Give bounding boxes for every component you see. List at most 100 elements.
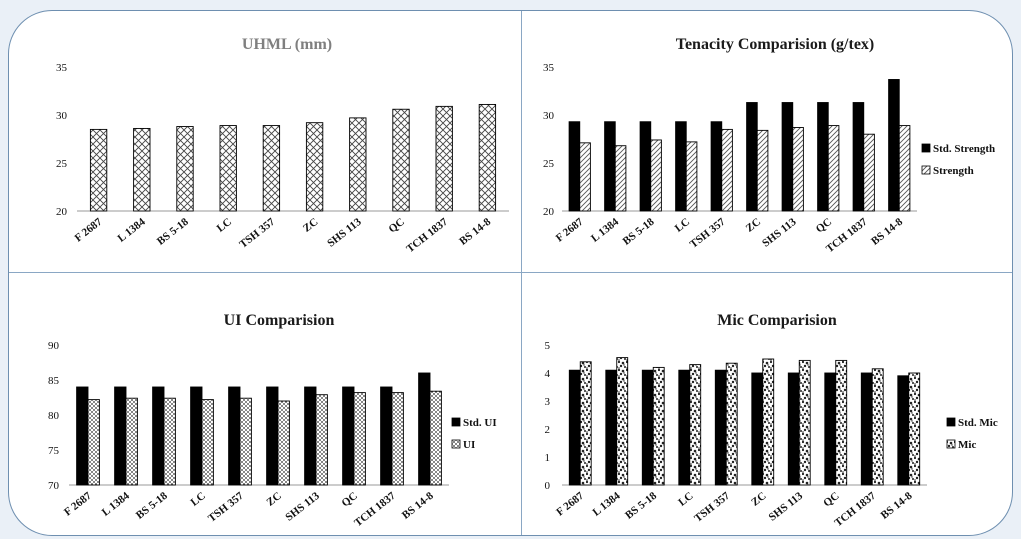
bar-mic-l-1384 [616,357,629,486]
bar-strength-zc [756,129,769,212]
y-tick-label: 0 [545,480,551,492]
chart-title: UHML (mm) [242,36,332,53]
x-tick-label: TSH 357 [692,490,732,525]
bar-std-strength-l-1384 [604,121,616,212]
x-tick-label: ZC [301,216,320,235]
bar-ui-f-2687 [87,399,100,486]
bar-ui-tsh-357 [239,397,252,486]
bar-std-strength-qc [817,102,829,212]
x-tick-label: SHS 113 [283,490,322,524]
bar-strength-shs-113 [792,127,804,212]
x-tick-label: QC [339,490,359,510]
chart-title: Tenacity Comparision (g/tex) [676,36,875,53]
tenacity-chart-panel: Tenacity Comparision (g/tex) 20 25 30 35 F 26… [522,11,1012,272]
legend-swatch [921,143,931,153]
bar-std-strength-zc [746,102,758,212]
bar-mic-qc [835,359,848,486]
y-tick-label: 30 [543,110,555,122]
bar-std-mic-zc [751,372,764,486]
y-tick-label: 25 [56,158,68,170]
bar-std-mic-l-1384 [605,369,618,486]
y-tick-label: 20 [543,206,555,218]
figure-frame: UHML (mm) 20 25 30 35 F 2687 L 1384 BS 5-18 LC TS… [8,10,1013,536]
x-tick-label: ZC [744,216,763,235]
horizontal-divider [9,272,1012,273]
bar-value-zc [305,122,324,212]
x-tick-label: SHS 113 [325,216,364,250]
ui-chart-panel: UI Comparision 70 75 80 85 90 F 2687 L 1384 BS 5… [9,273,521,535]
bar-mic-bs-14-8 [908,372,921,486]
x-tick-label: F 2687 [73,216,105,245]
bar-std-mic-shs-113 [787,372,800,486]
x-tick-label: BS 5-18 [623,490,659,522]
legend-swatch [451,417,461,427]
bar-std-mic-lc [678,369,691,486]
x-tick-label: LC [215,216,234,235]
y-tick-label: 25 [543,158,555,170]
x-tick-label: L 1384 [589,216,622,245]
bar-std-strength-shs-113 [781,102,794,212]
x-tick-label: BS 14-8 [457,216,493,248]
x-tick-label: QC [821,490,841,510]
bar-std-strength-tsh-357 [710,121,723,212]
legend-label: UI [463,439,475,451]
y-tick-label: 35 [56,62,68,74]
bar-std-ui-bs-14-8 [418,372,431,486]
bar-strength-tch-1837 [863,133,875,212]
bar-mic-zc [762,358,775,486]
bar-std-strength-tch-1837 [852,102,865,212]
bar-ui-bs-5-18 [163,397,176,486]
bar-std-ui-zc [266,386,279,486]
x-tick-label: SHS 113 [767,490,806,524]
x-tick-label: BS 5-18 [155,216,191,248]
x-tick-label: BS 5-18 [621,216,657,248]
x-tick-label: LC [673,216,692,235]
chart-title: Mic Comparision [717,312,837,329]
y-tick-label: 5 [545,340,551,352]
y-tick-label: 35 [543,62,555,74]
bar-std-mic-qc [824,372,837,486]
bar-value-tch-1837 [435,105,453,212]
bar-value-f-2687 [89,128,108,212]
bar-std-mic-tsh-357 [714,369,727,486]
bar-ui-lc [201,399,214,486]
bar-strength-f-2687 [579,142,591,212]
x-tick-label: QC [814,216,834,236]
bar-std-strength-bs-5-18 [639,121,652,212]
x-tick-label: TCH 1837 [404,216,450,256]
bar-std-strength-bs-14-8 [888,79,900,212]
x-tick-label: F 2687 [554,490,586,519]
x-tick-label: ZC [749,490,768,509]
bar-mic-tch-1837 [871,368,884,486]
bar-ui-shs-113 [315,394,328,486]
bar-std-ui-shs-113 [304,386,317,486]
x-tick-label: BS 14-8 [400,490,436,522]
bar-std-mic-f-2687 [568,369,581,486]
bar-strength-bs-14-8 [898,125,911,212]
y-tick-label: 70 [48,480,60,492]
bar-ui-bs-14-8 [429,390,442,486]
y-tick-label: 90 [48,340,60,352]
y-tick-label: 2 [545,424,551,436]
bar-ui-zc [277,400,290,486]
bar-mic-f-2687 [579,361,592,486]
bar-std-ui-tch-1837 [380,386,393,486]
x-tick-label: SHS 113 [760,216,799,250]
x-tick-label: TSH 357 [237,216,277,251]
x-tick-label: LC [188,490,207,509]
bar-value-bs-5-18 [176,126,194,212]
legend-swatch [946,439,956,449]
mic-chart-panel: Mic Comparision 0 1 2 3 4 5 F 2687 L 1384 BS 5-18… [522,273,1012,535]
y-tick-label: 20 [56,206,68,218]
x-tick-label: TCH 1837 [352,490,398,530]
bar-ui-l-1384 [125,397,138,486]
y-tick-label: 4 [545,368,551,380]
x-tick-label: TSH 357 [206,490,246,525]
x-tick-label: F 2687 [62,490,94,519]
bar-value-lc [219,125,237,212]
tenacity-comparision-g-tex-svg: Tenacity Comparision (g/tex) 20 25 30 35 F 26… [543,36,995,255]
bar-mic-lc [689,364,702,486]
bar-std-strength-lc [675,121,687,212]
bar-strength-lc [685,141,698,212]
bar-ui-tch-1837 [391,392,404,486]
